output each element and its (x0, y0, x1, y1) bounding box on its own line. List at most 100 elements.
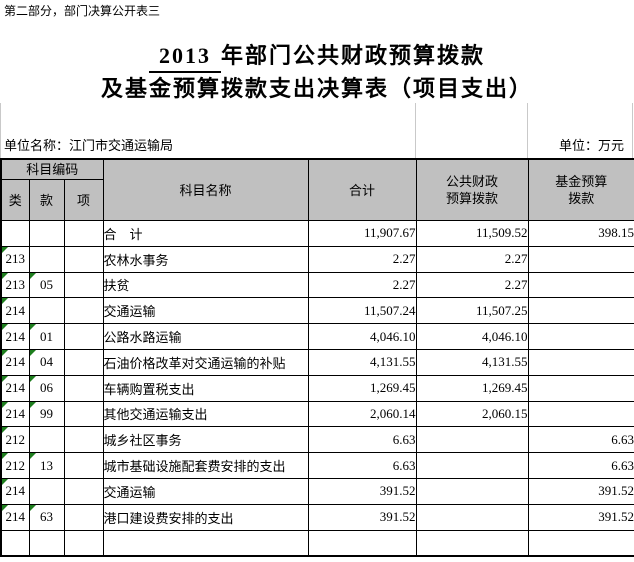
cell-code-sub[interactable] (63, 426, 104, 454)
cell-fund-budget[interactable] (527, 400, 634, 428)
header-total[interactable]: 合计 (307, 158, 417, 221)
cell-public-budget[interactable] (415, 503, 529, 531)
cell-code-class[interactable]: 213 (0, 245, 30, 273)
cell-subject-name[interactable]: 城乡社区事务 (102, 426, 309, 454)
cell-public-budget[interactable]: 2.27 (415, 271, 529, 299)
cell-code-item[interactable]: 13 (28, 452, 65, 479)
header-public-budget[interactable]: 公共财政 预算拨款 (415, 158, 529, 221)
cell-fund-budget[interactable] (527, 323, 634, 350)
cell-fund-budget[interactable] (527, 245, 634, 273)
cell-code-item[interactable]: 01 (28, 323, 65, 350)
cell-public-budget[interactable] (415, 529, 529, 557)
header-code-sub[interactable]: 项 (63, 179, 104, 221)
cell-public-budget[interactable] (415, 426, 529, 454)
header-fund-budget[interactable]: 基金预算 拨款 (527, 158, 634, 221)
cell-code-class[interactable]: 212 (0, 426, 30, 454)
cell-code-sub[interactable] (63, 477, 104, 505)
cell-fund-budget[interactable] (527, 374, 634, 402)
header-subject-name[interactable]: 科目名称 (102, 158, 309, 221)
cell-fund-budget[interactable] (527, 297, 634, 325)
cell-total[interactable]: 2,060.14 (307, 400, 417, 428)
cell-code-item[interactable]: 04 (28, 348, 65, 376)
cell-code-sub[interactable] (63, 323, 104, 350)
cell-fund-budget[interactable] (527, 271, 634, 299)
cell-code-sub[interactable] (63, 452, 104, 479)
cell-total[interactable]: 2.27 (307, 271, 417, 299)
cell-public-budget[interactable]: 2.27 (415, 245, 529, 273)
cell-code-sub[interactable] (63, 400, 104, 428)
cell-public-budget[interactable]: 1,269.45 (415, 374, 529, 402)
cell-public-budget[interactable] (415, 452, 529, 479)
cell-total[interactable]: 11,907.67 (307, 220, 417, 247)
cell-code-sub[interactable] (63, 503, 104, 531)
cell-subject-name[interactable]: 交通运输 (102, 477, 309, 505)
cell-code-item[interactable] (28, 426, 65, 454)
cell-public-budget[interactable]: 4,131.55 (415, 348, 529, 376)
cell-public-budget[interactable]: 2,060.15 (415, 400, 529, 428)
cell-code-item[interactable]: 99 (28, 400, 65, 428)
error-indicator-icon (30, 453, 36, 460)
cell-code-class[interactable]: 214 (0, 297, 30, 325)
cell-subject-name[interactable]: 城市基础设施配套费安排的支出 (102, 452, 309, 479)
cell-total[interactable]: 6.63 (307, 452, 417, 479)
cell-code-class[interactable] (0, 529, 30, 557)
cell-subject-name[interactable]: 扶贫 (102, 271, 309, 299)
cell-total[interactable] (307, 529, 417, 557)
cell-code-class[interactable]: 214 (0, 348, 30, 376)
cell-fund-budget[interactable] (527, 529, 634, 557)
cell-fund-budget[interactable]: 391.52 (527, 503, 634, 531)
cell-subject-name[interactable]: 港口建设费安排的支出 (102, 503, 309, 531)
cell-code-item[interactable]: 06 (28, 374, 65, 402)
cell-code-class[interactable]: 214 (0, 374, 30, 402)
cell-total[interactable]: 391.52 (307, 503, 417, 531)
cell-code-item[interactable] (28, 220, 65, 247)
cell-code-sub[interactable] (63, 220, 104, 247)
cell-public-budget[interactable] (415, 477, 529, 505)
cell-code-class[interactable]: 214 (0, 323, 30, 350)
header-code-item[interactable]: 款 (28, 179, 65, 221)
cell-code-class[interactable]: 213 (0, 271, 30, 299)
cell-total[interactable]: 391.52 (307, 477, 417, 505)
cell-fund-budget[interactable]: 6.63 (527, 426, 634, 454)
cell-code-sub[interactable] (63, 271, 104, 299)
cell-subject-name[interactable]: 农林水事务 (102, 245, 309, 273)
cell-code-sub[interactable] (63, 297, 104, 325)
cell-fund-budget[interactable]: 398.15 (527, 220, 634, 247)
cell-total[interactable]: 4,131.55 (307, 348, 417, 376)
cell-subject-name[interactable]: 其他交通运输支出 (102, 400, 309, 428)
cell-code-sub[interactable] (63, 348, 104, 376)
cell-total[interactable]: 2.27 (307, 245, 417, 273)
cell-fund-budget[interactable]: 6.63 (527, 452, 634, 479)
cell-code-item[interactable] (28, 297, 65, 325)
cell-subject-name[interactable]: 车辆购置税支出 (102, 374, 309, 402)
cell-code-item[interactable]: 05 (28, 271, 65, 299)
cell-code-sub[interactable] (63, 245, 104, 273)
header-code-group[interactable]: 科目编码 (0, 158, 104, 180)
cell-code-class[interactable]: 212 (0, 452, 30, 479)
cell-code-item[interactable] (28, 529, 65, 557)
cell-total[interactable]: 1,269.45 (307, 374, 417, 402)
cell-public-budget[interactable]: 4,046.10 (415, 323, 529, 350)
cell-code-item[interactable] (28, 245, 65, 273)
cell-subject-name[interactable]: 石油价格改革对交通运输的补贴 (102, 348, 309, 376)
cell-fund-budget[interactable]: 391.52 (527, 477, 634, 505)
cell-code-class[interactable]: 214 (0, 477, 30, 505)
cell-code-class[interactable]: 214 (0, 400, 30, 428)
cell-code-item[interactable] (28, 477, 65, 505)
cell-subject-name[interactable]: 交通运输 (102, 297, 309, 325)
cell-total[interactable]: 11,507.24 (307, 297, 417, 325)
cell-total[interactable]: 4,046.10 (307, 323, 417, 350)
cell-subject-name[interactable]: 合 计 (102, 220, 309, 247)
cell-subject-name[interactable] (102, 529, 309, 557)
cell-fund-budget[interactable] (527, 348, 634, 376)
cell-public-budget[interactable]: 11,507.25 (415, 297, 529, 325)
header-code-class[interactable]: 类 (0, 179, 30, 221)
cell-public-budget[interactable]: 11,509.52 (415, 220, 529, 247)
cell-code-class[interactable] (0, 220, 30, 247)
cell-code-class[interactable]: 214 (0, 503, 30, 531)
cell-total[interactable]: 6.63 (307, 426, 417, 454)
cell-code-item[interactable]: 63 (28, 503, 65, 531)
cell-code-sub[interactable] (63, 529, 104, 557)
cell-code-sub[interactable] (63, 374, 104, 402)
cell-subject-name[interactable]: 公路水路运输 (102, 323, 309, 350)
